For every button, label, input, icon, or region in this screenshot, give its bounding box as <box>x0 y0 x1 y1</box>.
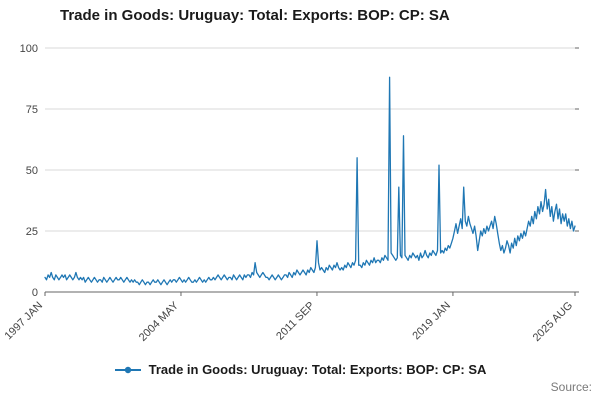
svg-text:2011 SEP: 2011 SEP <box>274 300 317 343</box>
svg-text:1997 JAN: 1997 JAN <box>2 300 45 343</box>
chart-title: Trade in Goods: Uruguay: Total: Exports:… <box>60 7 450 24</box>
svg-text:75: 75 <box>26 104 38 116</box>
svg-text:25: 25 <box>26 226 38 238</box>
svg-text:0: 0 <box>32 287 38 299</box>
svg-text:50: 50 <box>26 165 38 177</box>
legend-item[interactable]: Trade in Goods: Uruguay: Total: Exports:… <box>0 362 600 377</box>
svg-text:2019 JAN: 2019 JAN <box>410 300 453 343</box>
series-line[interactable] <box>44 76 576 286</box>
legend-label: Trade in Goods: Uruguay: Total: Exports:… <box>148 362 487 377</box>
svg-text:2025 AUG: 2025 AUG <box>531 300 575 344</box>
chart-plot-area: 0 25 50 75 100 1997 JAN 2004 MAY 2011 SEP 2019 J… <box>2 43 579 344</box>
line-series-legend-icon <box>114 366 141 373</box>
svg-text:100: 100 <box>20 43 38 55</box>
svg-text:2004 MAY: 2004 MAY <box>137 299 182 344</box>
source-label: Source: <box>550 380 592 394</box>
